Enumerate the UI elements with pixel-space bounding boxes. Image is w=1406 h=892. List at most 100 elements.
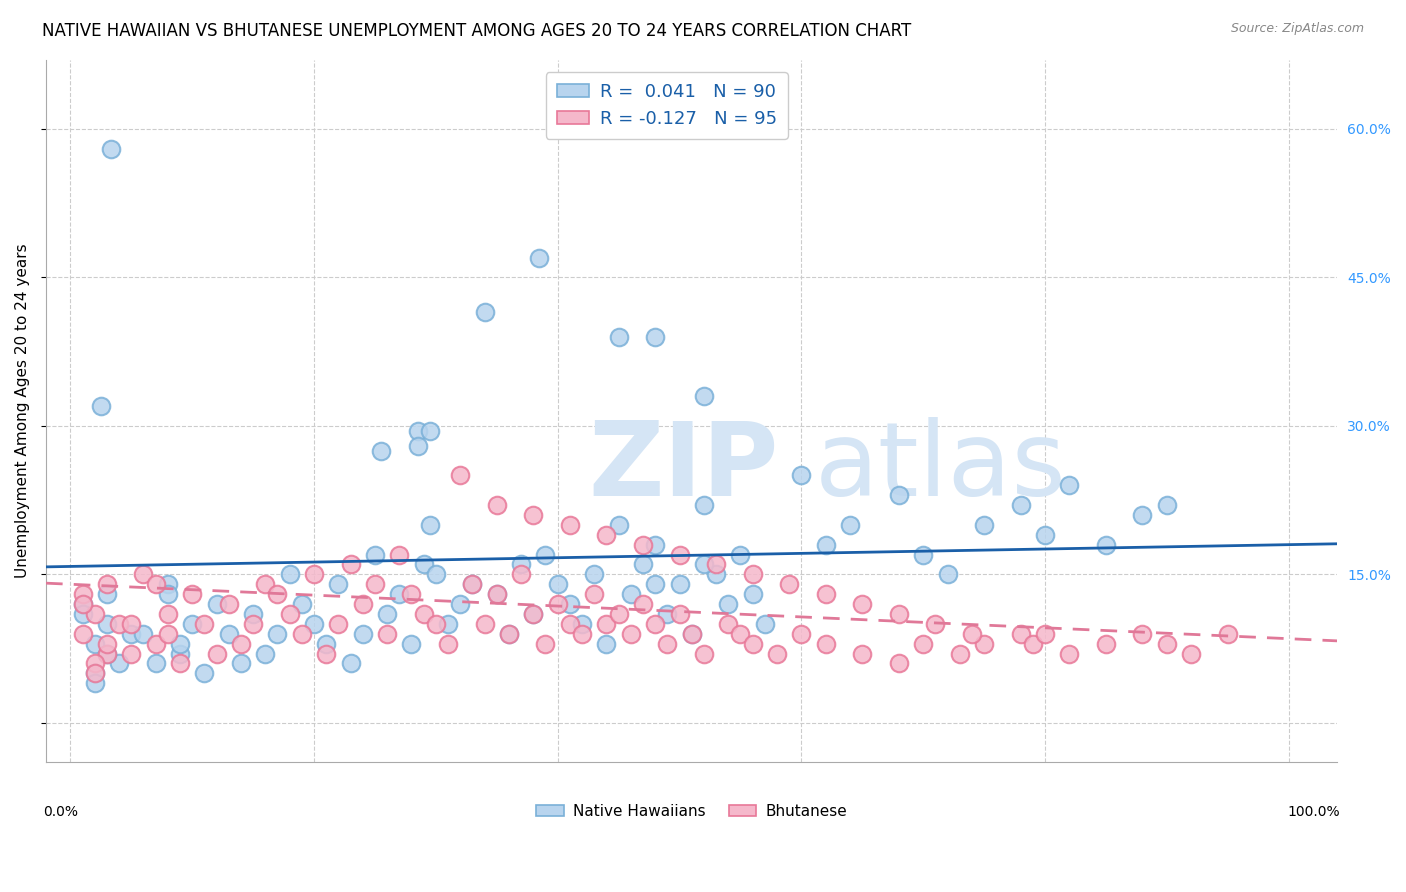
Point <box>534 637 557 651</box>
Point <box>278 607 301 621</box>
Point <box>1132 508 1154 522</box>
Point <box>887 657 910 671</box>
Point <box>595 637 617 651</box>
Text: Source: ZipAtlas.com: Source: ZipAtlas.com <box>1230 22 1364 36</box>
Point <box>474 616 496 631</box>
Point <box>558 517 581 532</box>
Point <box>132 626 155 640</box>
Point <box>83 676 105 690</box>
Point <box>474 305 496 319</box>
Point <box>973 517 995 532</box>
Point <box>839 517 862 532</box>
Point <box>302 567 325 582</box>
Point <box>1022 637 1045 651</box>
Point <box>145 577 167 591</box>
Point <box>388 587 411 601</box>
Point <box>936 567 959 582</box>
Point <box>90 399 112 413</box>
Point <box>388 548 411 562</box>
Point <box>814 587 837 601</box>
Point <box>498 626 520 640</box>
Point <box>693 647 716 661</box>
Point <box>644 616 666 631</box>
Point <box>547 577 569 591</box>
Point <box>352 626 374 640</box>
Point <box>741 587 763 601</box>
Point <box>419 517 441 532</box>
Point <box>132 567 155 582</box>
Point <box>83 666 105 681</box>
Text: atlas: atlas <box>814 417 1066 517</box>
Point <box>254 577 277 591</box>
Point <box>449 597 471 611</box>
Point <box>96 637 118 651</box>
Point <box>1010 626 1032 640</box>
Point <box>108 616 131 631</box>
Point <box>607 330 630 344</box>
Point <box>668 577 690 591</box>
Point <box>266 626 288 640</box>
Point <box>406 439 429 453</box>
Point <box>668 548 690 562</box>
Point <box>558 616 581 631</box>
Point <box>1216 626 1239 640</box>
Point <box>83 637 105 651</box>
Point <box>522 607 544 621</box>
Point <box>887 488 910 502</box>
Point <box>912 548 935 562</box>
Point <box>205 597 228 611</box>
Point <box>949 647 972 661</box>
Point <box>412 607 434 621</box>
Point <box>96 647 118 661</box>
Point <box>96 647 118 661</box>
Point <box>83 607 105 621</box>
Point <box>558 597 581 611</box>
Point <box>120 626 142 640</box>
Text: ZIP: ZIP <box>588 417 779 517</box>
Point <box>510 558 533 572</box>
Point <box>754 616 776 631</box>
Point <box>461 577 484 591</box>
Point <box>741 637 763 651</box>
Point <box>631 597 654 611</box>
Point <box>1156 637 1178 651</box>
Point <box>851 597 873 611</box>
Point <box>631 558 654 572</box>
Point <box>571 616 593 631</box>
Point <box>607 517 630 532</box>
Text: 100.0%: 100.0% <box>1288 805 1340 819</box>
Point <box>352 597 374 611</box>
Point <box>461 577 484 591</box>
Point <box>644 538 666 552</box>
Point <box>657 607 679 621</box>
Text: 0.0%: 0.0% <box>44 805 79 819</box>
Point <box>328 616 350 631</box>
Point <box>571 626 593 640</box>
Point <box>328 577 350 591</box>
Point <box>96 616 118 631</box>
Point <box>1059 478 1081 492</box>
Point <box>120 616 142 631</box>
Point <box>169 657 191 671</box>
Point <box>401 637 423 651</box>
Point <box>1033 626 1056 640</box>
Point <box>704 558 727 572</box>
Point <box>364 548 387 562</box>
Point <box>510 567 533 582</box>
Point <box>419 424 441 438</box>
Point <box>156 577 179 591</box>
Point <box>193 616 215 631</box>
Point <box>1033 528 1056 542</box>
Point <box>242 607 264 621</box>
Point <box>851 647 873 661</box>
Point <box>790 468 813 483</box>
Point <box>437 637 460 651</box>
Point <box>83 657 105 671</box>
Point <box>83 666 105 681</box>
Point <box>498 626 520 640</box>
Legend: Native Hawaiians, Bhutanese: Native Hawaiians, Bhutanese <box>530 797 853 825</box>
Point <box>1156 498 1178 512</box>
Point <box>681 626 703 640</box>
Point <box>205 647 228 661</box>
Point <box>1095 538 1118 552</box>
